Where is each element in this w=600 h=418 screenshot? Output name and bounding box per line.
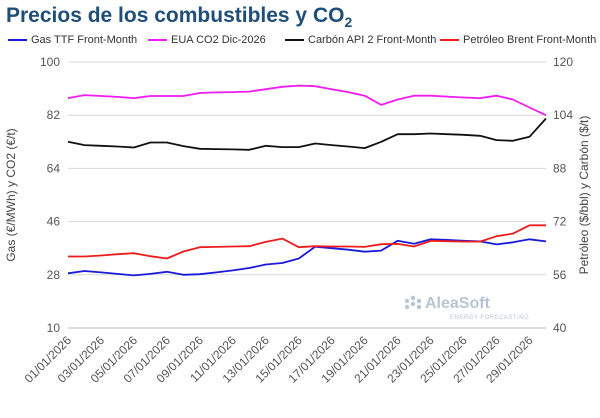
y-axis-right-ticks: 40 56 72 88 104 120 [553, 55, 573, 335]
legend-item: Carbón API 2 Front-Month [285, 34, 436, 46]
y-left-tick-label: 46 [47, 215, 61, 229]
legend-label: EUA CO2 Dic-2026 [171, 34, 266, 46]
series-line-petr-leo-brent-front-month [68, 224, 546, 260]
chart-title-main: Precios de los combustibles y CO [6, 4, 345, 27]
series-lines [67, 84, 547, 277]
watermark-tagline: ENERGY FORECASTING [450, 315, 529, 321]
chart-legend: Gas TTF Front-Month EUA CO2 Dic-2026 Carbó… [0, 34, 600, 52]
y-left-tick-label: 64 [47, 161, 61, 175]
x-axis-ticks: 01/01/202603/01/202605/01/202607/01/2026… [22, 333, 536, 386]
series-line-gas-ttf-front-month [67, 238, 547, 277]
y-left-tick-label: 28 [47, 268, 61, 282]
y-right-tick-label: 104 [553, 108, 573, 122]
legend-swatch [148, 39, 167, 41]
legend-label: Carbón API 2 Front-Month [308, 34, 437, 46]
legend-swatch [285, 39, 304, 41]
chart-title: Precios de los combustibles y CO2 [6, 4, 352, 30]
legend-swatch [440, 39, 459, 41]
y-right-tick-label: 56 [553, 268, 567, 282]
grid-lines [68, 61, 546, 276]
y-right-tick-label: 88 [553, 161, 567, 175]
y-left-tick-label: 82 [47, 108, 61, 122]
y-left-tick-label: 100 [40, 55, 60, 69]
legend-label: Petróleo Brent Front-Month [463, 34, 597, 46]
y-right-tick-label: 72 [553, 215, 567, 229]
legend-item: Gas TTF Front-Month [8, 34, 137, 46]
chart-title-subscript: 2 [344, 14, 353, 31]
aleasoft-logo-icon [404, 295, 422, 310]
series-line-eua-co2-dic-2026 [67, 84, 547, 117]
legend-swatch [8, 39, 27, 41]
y-axis-left-ticks: 10 28 46 64 82 100 [40, 55, 60, 335]
y-axis-right-label: Petróleo ($/bbl) y Carbón ($/t) [577, 116, 591, 275]
legend-item: Petróleo Brent Front-Month [440, 34, 596, 46]
aleasoft-watermark: AleaSoft ENERGY FORECASTING [404, 295, 529, 321]
watermark-brand: AleaSoft [425, 295, 491, 312]
legend-label: Gas TTF Front-Month [31, 34, 138, 46]
y-right-tick-label: 40 [553, 321, 567, 335]
legend-item: EUA CO2 Dic-2026 [148, 34, 266, 46]
y-left-tick-label: 10 [47, 321, 61, 335]
y-right-tick-label: 120 [553, 55, 573, 69]
series-line-carb-n-api-2-front-month [67, 117, 547, 151]
y-axis-left-label: Gas (€/MWh) y CO2 (€/t) [4, 128, 18, 261]
